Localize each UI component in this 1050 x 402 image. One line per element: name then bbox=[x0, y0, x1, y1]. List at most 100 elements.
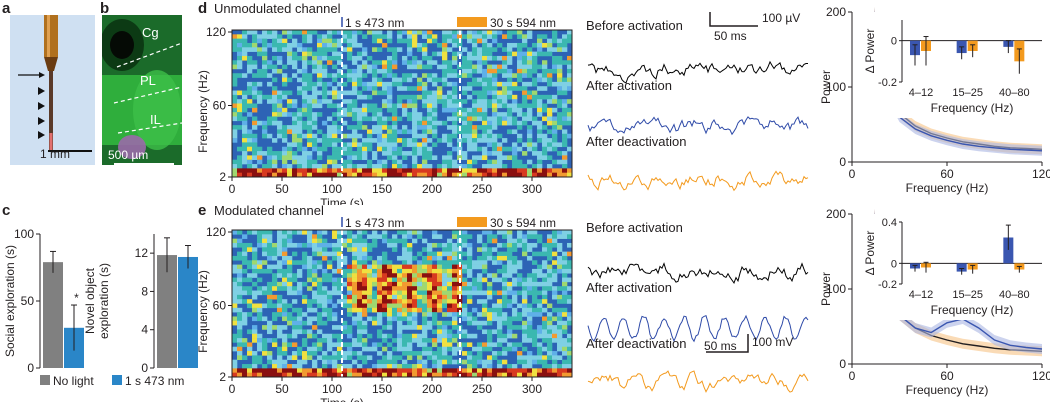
heatmap-cell bbox=[412, 312, 418, 317]
heatmap-cell bbox=[312, 60, 318, 65]
heatmap-cell bbox=[552, 55, 558, 61]
heatmap-cell bbox=[367, 346, 373, 352]
heatmap-cell bbox=[337, 333, 343, 339]
heatmap-cell bbox=[452, 368, 458, 373]
heatmap-cell bbox=[242, 260, 248, 265]
heatmap-cell bbox=[352, 372, 358, 378]
heatmap-cell bbox=[402, 125, 408, 130]
heatmap-cell bbox=[312, 120, 318, 126]
heatmap-cell bbox=[437, 329, 443, 335]
heatmap-cell bbox=[267, 42, 273, 48]
heatmap-cell bbox=[232, 99, 238, 104]
heatmap-cell bbox=[347, 312, 353, 317]
heatmap-cell bbox=[452, 34, 458, 39]
heatmap-cell bbox=[517, 277, 523, 283]
psd-ylabel: Power bbox=[819, 272, 833, 306]
heatmap-cell bbox=[367, 281, 373, 287]
heatmap-cell bbox=[292, 230, 298, 235]
heatmap-cell bbox=[562, 312, 568, 317]
heatmap-cell bbox=[357, 55, 363, 61]
heatmap-cell bbox=[567, 64, 573, 70]
heatmap-cell bbox=[562, 268, 568, 274]
heatmap-cell bbox=[562, 251, 568, 257]
heatmap-cell bbox=[302, 329, 308, 335]
heatmap-cell bbox=[472, 38, 478, 44]
heatmap-cell bbox=[332, 172, 338, 178]
heatmap-cell bbox=[352, 55, 358, 61]
heatmap-cell bbox=[287, 155, 293, 161]
heatmap-cell bbox=[292, 42, 298, 48]
heatmap-cell bbox=[247, 277, 253, 283]
spec-xtick-label: 250 bbox=[472, 382, 492, 396]
heatmap-cell bbox=[347, 133, 353, 139]
heatmap-cell bbox=[462, 307, 468, 313]
heatmap-cell bbox=[232, 255, 238, 261]
heatmap-cell bbox=[327, 159, 333, 165]
heatmap-cell bbox=[482, 307, 488, 313]
heatmap-cell bbox=[382, 359, 388, 365]
heatmap-cell bbox=[472, 346, 478, 352]
heatmap-cell bbox=[247, 273, 253, 278]
legend-label-light: 1 s 473 nm bbox=[125, 374, 184, 388]
heatmap-cell bbox=[447, 320, 453, 326]
heatmap-cell bbox=[287, 355, 293, 361]
heatmap-cell bbox=[482, 42, 488, 48]
heatmap-cell bbox=[307, 242, 313, 248]
heatmap-cell bbox=[477, 312, 483, 317]
heatmap-cell bbox=[382, 133, 388, 139]
heatmap-cell bbox=[292, 329, 298, 335]
heatmap-cell bbox=[437, 242, 443, 248]
heatmap-cell bbox=[472, 368, 478, 373]
heatmap-cell bbox=[492, 247, 498, 252]
heatmap-cell bbox=[537, 64, 543, 70]
heatmap-cell bbox=[442, 73, 448, 78]
heatmap-cell bbox=[427, 120, 433, 126]
heatmap-cell bbox=[387, 273, 393, 278]
heatmap-cell bbox=[307, 346, 313, 352]
heatmap-cell bbox=[267, 372, 273, 378]
heatmap-cell bbox=[237, 372, 243, 378]
heatmap-cell bbox=[257, 47, 263, 52]
heatmap-cell bbox=[347, 155, 353, 161]
heatmap-cell bbox=[507, 94, 513, 100]
heatmap-cell bbox=[512, 277, 518, 283]
heatmap-cell bbox=[467, 34, 473, 39]
heatmap-cell bbox=[422, 299, 428, 304]
heatmap-cell bbox=[467, 316, 473, 322]
heatmap-cell bbox=[532, 99, 538, 104]
heatmap-cell bbox=[542, 103, 548, 109]
heatmap-cell bbox=[477, 68, 483, 74]
heatmap-cell bbox=[397, 38, 403, 44]
heatmap-cell bbox=[307, 103, 313, 109]
heatmap-cell bbox=[392, 238, 398, 244]
heatmap-cell bbox=[472, 42, 478, 48]
heatmap-cell bbox=[487, 316, 493, 322]
heatmap-cell bbox=[507, 77, 513, 83]
heatmap-cell bbox=[337, 255, 343, 261]
heatmap-cell bbox=[272, 325, 278, 330]
heatmap-cell bbox=[407, 264, 413, 270]
heatmap-cell bbox=[387, 30, 393, 35]
legend-swatch-no-light bbox=[40, 375, 50, 385]
heatmap-cell bbox=[557, 247, 563, 252]
heatmap-cell bbox=[437, 286, 443, 291]
heatmap-cell bbox=[407, 286, 413, 291]
heatmap-cell bbox=[482, 320, 488, 326]
heatmap-cell bbox=[392, 312, 398, 317]
heatmap-cell bbox=[447, 260, 453, 265]
heatmap-cell bbox=[432, 51, 438, 57]
psd-ylabel: Power bbox=[819, 70, 833, 104]
heatmap-cell bbox=[467, 247, 473, 252]
heatmap-cell bbox=[552, 329, 558, 335]
heatmap-cell bbox=[237, 99, 243, 104]
heatmap-cell bbox=[422, 30, 428, 35]
heatmap-cell bbox=[547, 368, 553, 373]
heatmap-cell bbox=[502, 155, 508, 161]
heatmap-cell bbox=[297, 346, 303, 352]
heatmap-cell bbox=[407, 64, 413, 70]
heatmap-cell bbox=[357, 251, 363, 257]
heatmap-cell bbox=[522, 359, 528, 365]
heatmap-cell bbox=[547, 346, 553, 352]
heatmap-cell bbox=[382, 303, 388, 309]
